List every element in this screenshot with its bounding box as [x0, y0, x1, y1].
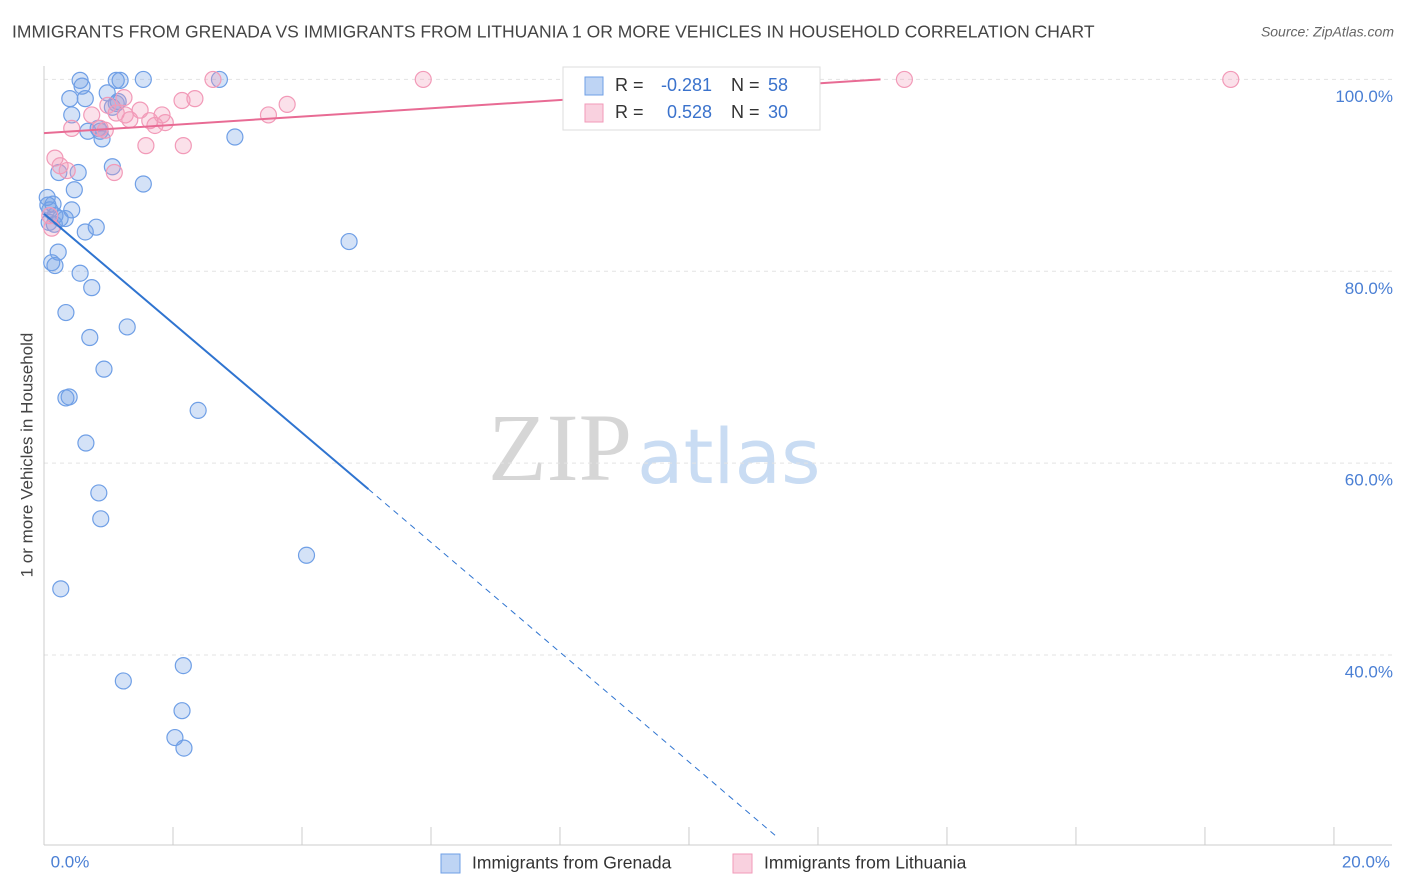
point — [210, 70, 229, 89]
y-tick-label: 80.0% — [1345, 279, 1393, 298]
chart-title: IMMIGRANTS FROM GRENADA VS IMMIGRANTS FR… — [12, 22, 1095, 42]
series-points — [38, 70, 358, 757]
point — [92, 510, 110, 528]
point — [81, 328, 99, 347]
stats-label: R = — [615, 102, 644, 122]
point — [226, 128, 244, 146]
point — [63, 119, 81, 137]
x-tick-label: 0.0% — [51, 852, 90, 871]
legend-swatch — [732, 853, 753, 874]
point — [69, 163, 87, 182]
point — [259, 106, 278, 124]
stats-box — [562, 66, 821, 131]
y-tick-label: 100.0% — [1335, 87, 1393, 106]
point — [156, 114, 174, 132]
point — [57, 303, 75, 322]
point — [115, 89, 133, 107]
point — [83, 106, 101, 124]
point — [90, 484, 108, 502]
legend-label: Immigrants from Lithuania — [764, 853, 967, 873]
point — [111, 71, 129, 89]
point — [57, 389, 75, 407]
point — [71, 71, 89, 89]
point — [105, 163, 123, 182]
y-axis-label: 1 or more Vehicles in Household — [17, 333, 36, 578]
point — [46, 256, 64, 275]
point — [76, 90, 94, 108]
stats-n: 30 — [768, 102, 788, 122]
point — [58, 161, 76, 180]
point — [77, 434, 95, 452]
source: Source: ZipAtlas.com — [1261, 24, 1394, 40]
y-tick-label: 60.0% — [1345, 471, 1393, 490]
point — [65, 181, 83, 199]
stats-label: R = — [615, 75, 644, 95]
point — [49, 243, 67, 261]
point — [414, 70, 432, 89]
point — [134, 70, 152, 89]
point — [39, 196, 57, 214]
point — [52, 580, 70, 598]
stats-label: N = — [731, 102, 760, 122]
point — [87, 218, 105, 236]
point — [41, 207, 59, 225]
legend-swatch — [440, 853, 461, 874]
y-tick-label: 40.0% — [1345, 663, 1393, 682]
point — [63, 106, 81, 124]
point — [118, 318, 136, 336]
point — [173, 91, 191, 110]
point — [186, 90, 204, 108]
watermark: atlas — [637, 412, 821, 501]
point — [174, 656, 192, 675]
point — [189, 401, 207, 420]
point — [83, 279, 101, 297]
point — [340, 232, 358, 251]
x-tick-label: 20.0% — [1342, 852, 1390, 871]
point — [71, 264, 89, 282]
point — [297, 546, 316, 564]
stats-swatch — [584, 76, 604, 96]
point — [1222, 70, 1240, 89]
stats-swatch — [584, 103, 604, 123]
point — [43, 254, 61, 272]
point — [137, 137, 155, 155]
point — [61, 90, 79, 108]
point — [114, 672, 132, 690]
point — [204, 70, 222, 89]
point — [116, 106, 134, 124]
point — [278, 95, 296, 113]
legend-label: Immigrants from Grenada — [472, 853, 672, 873]
point — [134, 175, 152, 193]
trend-line — [43, 212, 370, 490]
point — [95, 360, 113, 378]
stats-r: 0.528 — [667, 102, 712, 122]
point — [895, 70, 913, 89]
trend-line — [368, 488, 779, 839]
point — [175, 739, 193, 757]
point — [76, 223, 94, 241]
stats-label: N = — [731, 75, 760, 95]
series-points — [41, 70, 1240, 237]
point — [63, 201, 81, 219]
stats-r: -0.281 — [661, 75, 712, 95]
point — [107, 71, 125, 89]
point — [174, 137, 192, 155]
stats-n: 58 — [768, 75, 788, 95]
point — [173, 702, 191, 720]
watermark: ZIP — [488, 394, 632, 501]
